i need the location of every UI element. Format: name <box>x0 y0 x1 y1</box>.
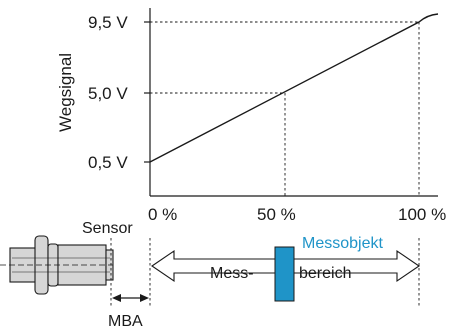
measuring-range-right-label: bereich <box>299 265 351 282</box>
sensor-label: Sensor <box>82 220 133 237</box>
characteristic-chart: 0,5 V 5,0 V 9,5 V Wegsignal 0 % 50 % 100… <box>56 8 446 224</box>
mba-dimension-arrow <box>112 294 149 302</box>
x-tick-label-1: 50 % <box>257 205 296 224</box>
sensor-icon <box>0 235 114 295</box>
y-tick-label-0: 0,5 V <box>88 153 128 172</box>
x-tick-label-2: 100 % <box>398 205 446 224</box>
y-axis-title: Wegsignal <box>56 53 75 132</box>
characteristic-curve <box>149 13 439 163</box>
y-tick-label-2: 9,5 V <box>88 13 128 32</box>
mba-label: MBA <box>108 313 143 330</box>
target-object <box>274 246 295 302</box>
y-tick-label-1: 5,0 V <box>88 84 128 103</box>
measuring-range-left-label: Mess- <box>210 265 254 282</box>
target-label: Messobjekt <box>302 235 383 252</box>
sensor-setup: Sensor MBA Mess- bereich Messobjekt <box>0 220 420 330</box>
x-tick-label-0: 0 % <box>148 205 177 224</box>
